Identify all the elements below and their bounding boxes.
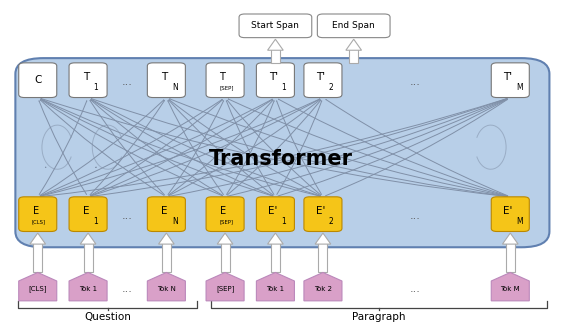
Text: Paragraph: Paragraph [352, 312, 406, 321]
Text: T': T' [504, 72, 513, 82]
Text: ...: ... [410, 284, 420, 295]
Polygon shape [346, 39, 361, 50]
Text: [SEP]: [SEP] [219, 220, 233, 225]
FancyBboxPatch shape [304, 197, 342, 231]
Text: Tok 1: Tok 1 [266, 286, 284, 292]
Text: 2: 2 [329, 216, 333, 226]
Polygon shape [268, 39, 283, 50]
Polygon shape [256, 272, 294, 301]
FancyBboxPatch shape [206, 197, 244, 231]
Polygon shape [217, 233, 233, 244]
Text: ...: ... [122, 284, 133, 295]
FancyBboxPatch shape [147, 197, 185, 231]
Polygon shape [502, 233, 518, 244]
Text: 1: 1 [281, 83, 285, 92]
FancyBboxPatch shape [491, 63, 529, 98]
Bar [271, 242, 280, 272]
Polygon shape [158, 233, 174, 244]
Text: ...: ... [122, 211, 133, 221]
Text: N: N [172, 216, 178, 226]
Polygon shape [69, 272, 107, 301]
FancyBboxPatch shape [206, 63, 244, 98]
Polygon shape [19, 272, 57, 301]
Polygon shape [147, 272, 185, 301]
Text: E': E' [504, 206, 513, 216]
Bar [506, 242, 515, 272]
FancyBboxPatch shape [304, 63, 342, 98]
Text: [SEP]: [SEP] [216, 285, 234, 292]
Text: 1: 1 [281, 216, 285, 226]
Text: E: E [220, 206, 226, 216]
Text: Tok 1: Tok 1 [79, 286, 97, 292]
Text: E': E' [269, 206, 278, 216]
Bar [221, 242, 229, 272]
FancyBboxPatch shape [15, 58, 550, 247]
Text: Transformer: Transformer [209, 149, 353, 169]
Text: T': T' [316, 72, 325, 82]
Text: T: T [161, 72, 167, 82]
Polygon shape [30, 233, 46, 244]
Text: ...: ... [122, 77, 133, 87]
Text: Start Span: Start Span [251, 21, 300, 30]
Text: N: N [172, 83, 178, 92]
FancyBboxPatch shape [19, 63, 57, 98]
Text: Tok N: Tok N [157, 286, 176, 292]
Text: [SEP]: [SEP] [220, 85, 234, 90]
Bar [271, 48, 280, 63]
Text: ...: ... [410, 211, 420, 221]
Text: T': T' [269, 72, 278, 82]
FancyBboxPatch shape [256, 63, 294, 98]
FancyBboxPatch shape [491, 197, 529, 231]
Text: E: E [33, 206, 39, 216]
Bar [349, 48, 358, 63]
FancyBboxPatch shape [256, 197, 294, 231]
Polygon shape [315, 233, 331, 244]
Polygon shape [268, 233, 283, 244]
Polygon shape [304, 272, 342, 301]
FancyBboxPatch shape [69, 197, 107, 231]
FancyBboxPatch shape [239, 14, 312, 38]
Text: 2: 2 [329, 83, 333, 92]
Text: T: T [83, 72, 89, 82]
Polygon shape [80, 233, 96, 244]
Text: Question: Question [84, 312, 131, 321]
FancyBboxPatch shape [318, 14, 390, 38]
FancyBboxPatch shape [19, 197, 57, 231]
Bar [319, 242, 328, 272]
Text: 1: 1 [94, 216, 98, 226]
Text: M: M [516, 216, 523, 226]
Text: C: C [34, 75, 42, 85]
Text: M: M [516, 83, 523, 92]
Text: End Span: End Span [332, 21, 375, 30]
Text: E: E [83, 206, 89, 216]
Text: ...: ... [410, 77, 420, 87]
FancyBboxPatch shape [147, 63, 185, 98]
Polygon shape [206, 272, 244, 301]
Text: Tok 2: Tok 2 [314, 286, 332, 292]
Text: [CLS]: [CLS] [29, 285, 47, 292]
Text: T: T [219, 72, 225, 82]
Bar [84, 242, 93, 272]
Text: 1: 1 [94, 83, 98, 92]
FancyBboxPatch shape [69, 63, 107, 98]
Text: [CLS]: [CLS] [32, 220, 46, 225]
Polygon shape [491, 272, 529, 301]
Text: E': E' [316, 206, 325, 216]
Bar [162, 242, 171, 272]
Text: E: E [161, 206, 167, 216]
Text: Tok M: Tok M [501, 286, 520, 292]
Bar [33, 242, 42, 272]
